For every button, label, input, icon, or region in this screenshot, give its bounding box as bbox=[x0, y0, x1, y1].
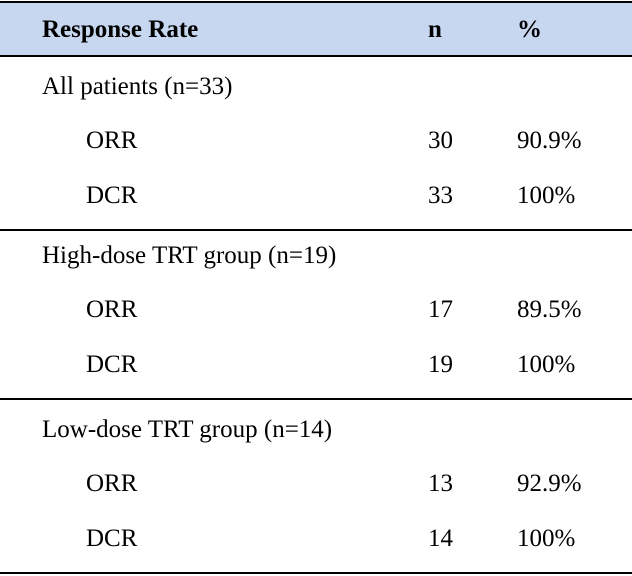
header-background bbox=[0, 2, 632, 56]
group-rule bbox=[0, 572, 632, 574]
top-rule bbox=[0, 1, 632, 3]
table-cell: 90.9% bbox=[517, 127, 582, 154]
group-label: Low-dose TRT group (n=14) bbox=[42, 416, 333, 443]
table-cell: 17 bbox=[428, 296, 453, 323]
table-cell: 100% bbox=[517, 351, 576, 378]
table-cell: ORR bbox=[86, 470, 138, 497]
header-rule bbox=[0, 55, 632, 57]
table-cell: ORR bbox=[86, 296, 138, 323]
group-label: All patients (n=33) bbox=[42, 73, 233, 100]
table-cell: 19 bbox=[428, 351, 453, 378]
table-cell: 33 bbox=[428, 182, 453, 209]
header-cell: Response Rate bbox=[42, 16, 199, 43]
header-cell: n bbox=[428, 16, 442, 43]
table-cell: DCR bbox=[86, 525, 138, 552]
group-label: High-dose TRT group (n=19) bbox=[42, 242, 337, 269]
table-cell: ORR bbox=[86, 127, 138, 154]
table-cell: 92.9% bbox=[517, 470, 582, 497]
table-cell: 89.5% bbox=[517, 296, 582, 323]
table-cell: 14 bbox=[428, 525, 453, 552]
table-cell: 13 bbox=[428, 470, 453, 497]
header-cell: % bbox=[517, 16, 542, 43]
table-cell: 30 bbox=[428, 127, 453, 154]
group-rule bbox=[0, 229, 632, 231]
group-rule bbox=[0, 398, 632, 400]
table-cell: 100% bbox=[517, 182, 576, 209]
table-cell: DCR bbox=[86, 182, 138, 209]
table-cell: DCR bbox=[86, 351, 138, 378]
table-cell: 100% bbox=[517, 525, 576, 552]
